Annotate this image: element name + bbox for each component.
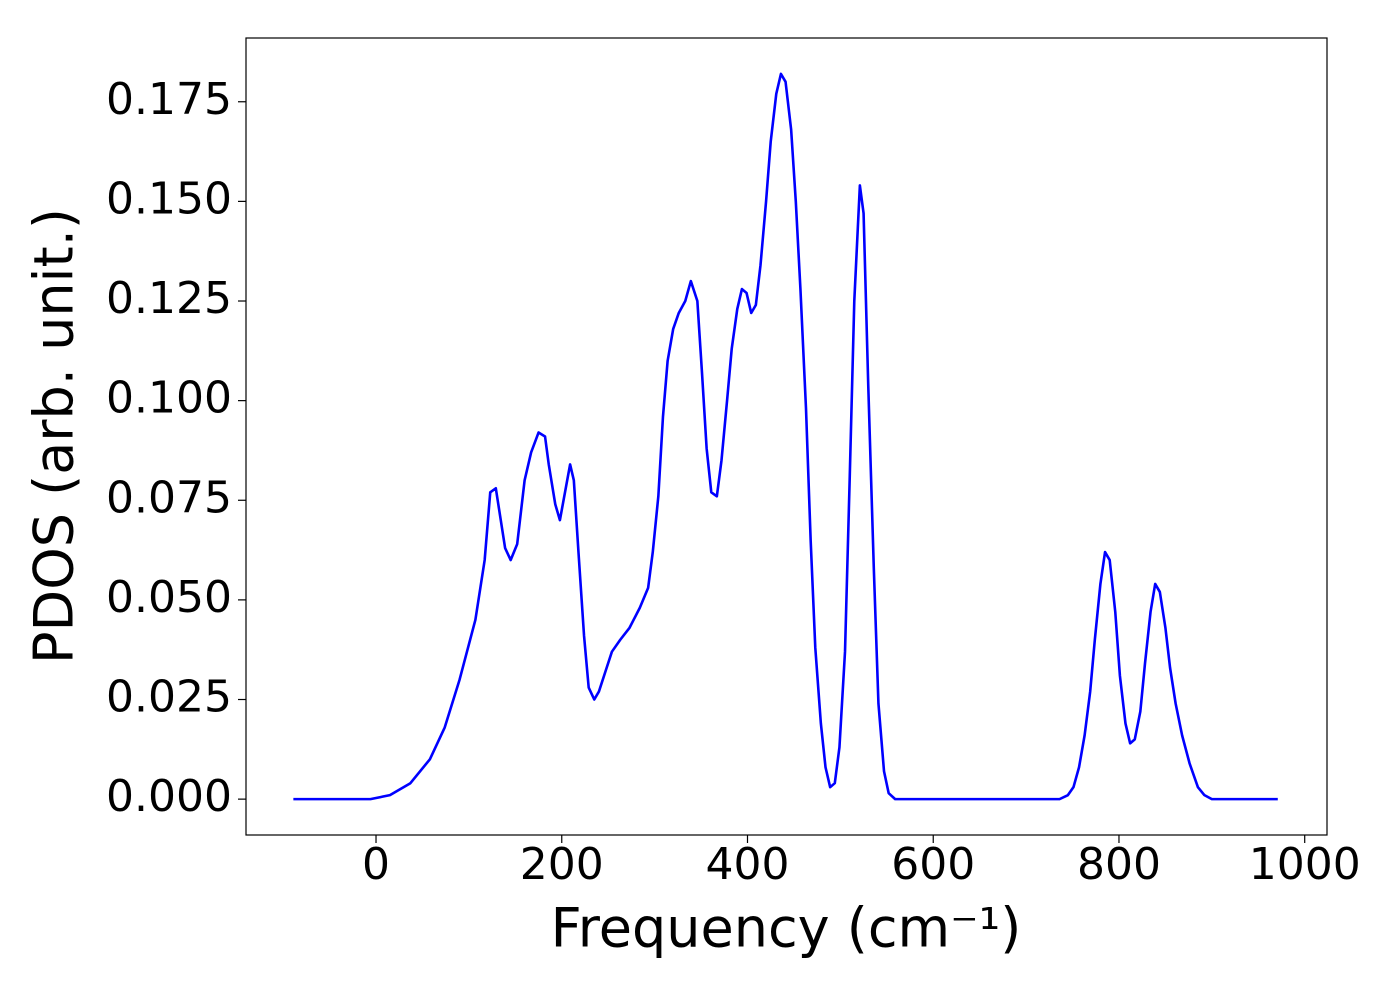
y-tick-label: 0.175: [106, 74, 232, 125]
x-tick-label: 0: [362, 839, 390, 890]
x-tick-label: 400: [706, 839, 790, 890]
y-tick-label: 0.150: [106, 173, 232, 224]
y-tick-label: 0.100: [106, 373, 232, 424]
y-tick-label: 0.000: [106, 771, 232, 822]
x-tick-label: 800: [1077, 839, 1161, 890]
plot-frame: [245, 37, 1328, 836]
y-tick-label: 0.025: [106, 672, 232, 723]
y-tick-label: 0.125: [106, 273, 232, 324]
y-axis-label: PDOS (arb. unit.): [23, 208, 86, 664]
x-tick-label: 200: [520, 839, 604, 890]
y-tick-label: 0.050: [106, 572, 232, 623]
x-tick-label: 1000: [1249, 839, 1361, 890]
x-tick-label: 600: [891, 839, 975, 890]
pdos-line: [293, 72, 1278, 801]
x-axis-label: Frequency (cm⁻¹): [551, 897, 1022, 960]
y-tick-label: 0.075: [106, 472, 232, 523]
